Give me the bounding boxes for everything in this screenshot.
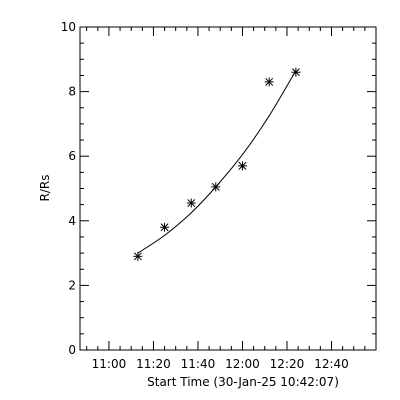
y-tick-label: 10 (61, 20, 76, 34)
y-tick-label: 2 (68, 278, 76, 292)
data-points (133, 67, 301, 261)
tick-marks (80, 26, 376, 351)
data-point (264, 77, 274, 87)
data-point (291, 67, 301, 77)
y-axis-label: R/Rs (38, 175, 52, 202)
data-point (237, 161, 247, 171)
x-tick-label: 12:20 (270, 357, 305, 371)
x-tick-label: 11:20 (136, 357, 171, 371)
y-tick-label: 0 (68, 343, 76, 357)
y-tick-label: 6 (68, 149, 76, 163)
x-tick-label: 11:00 (92, 357, 127, 371)
y-tick-label: 4 (68, 214, 76, 228)
data-point (133, 251, 143, 261)
x-tick-label: 11:40 (181, 357, 216, 371)
y-tick-label: 8 (68, 85, 76, 99)
fit-curve (137, 70, 297, 254)
tick-labels: 11:00 11:20 11:40 12:00 12:20 12:40 0 2 4 6 8 10 (61, 20, 349, 371)
x-tick-label: 12:00 (225, 357, 260, 371)
plot-frame (79, 26, 377, 351)
data-point (211, 182, 221, 192)
data-point (186, 198, 196, 208)
x-axis-label: Start Time (30-Jan-25 10:42:07) (147, 375, 339, 389)
data-point (160, 222, 170, 232)
x-tick-label: 12:40 (314, 357, 349, 371)
